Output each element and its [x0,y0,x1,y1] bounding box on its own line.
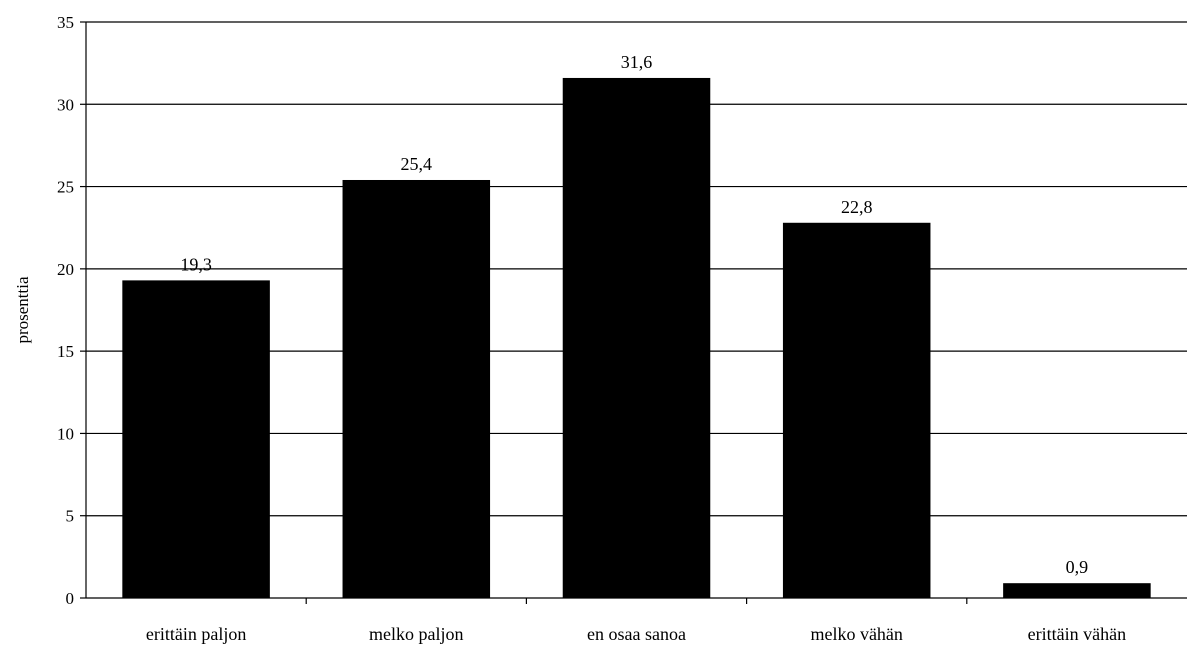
category-label: erittäin paljon [146,624,246,644]
y-tick-label: 15 [57,342,74,361]
data-label: 19,3 [180,254,212,274]
bars [122,78,1150,598]
y-tick-labels: 0 5 10 15 20 25 30 35 [57,13,86,608]
data-label: 31,6 [621,52,653,72]
bar [1003,583,1151,598]
y-tick-label: 35 [57,13,74,32]
category-label: melko paljon [369,624,463,644]
category-labels: erittäin paljon melko paljon en osaa sanoa… [146,624,1126,644]
bar [343,180,491,598]
y-tick-label: 10 [57,424,74,443]
data-label: 0,9 [1066,557,1089,577]
bar [783,223,931,598]
y-tick-label: 20 [57,260,74,279]
category-label: en osaa sanoa [587,624,686,644]
y-axis-title: prosenttia [13,276,32,343]
y-tick-label: 0 [66,589,75,608]
data-label: 25,4 [401,154,433,174]
bar [122,280,270,598]
data-label: 22,8 [841,197,873,217]
bar [563,78,711,598]
y-tick-label: 25 [57,178,74,197]
y-tick-label: 5 [66,507,75,526]
category-label: melko vähän [810,624,902,644]
x-tick-marks [306,598,967,604]
category-label: erittäin vähän [1028,624,1126,644]
y-tick-label: 30 [57,95,74,114]
